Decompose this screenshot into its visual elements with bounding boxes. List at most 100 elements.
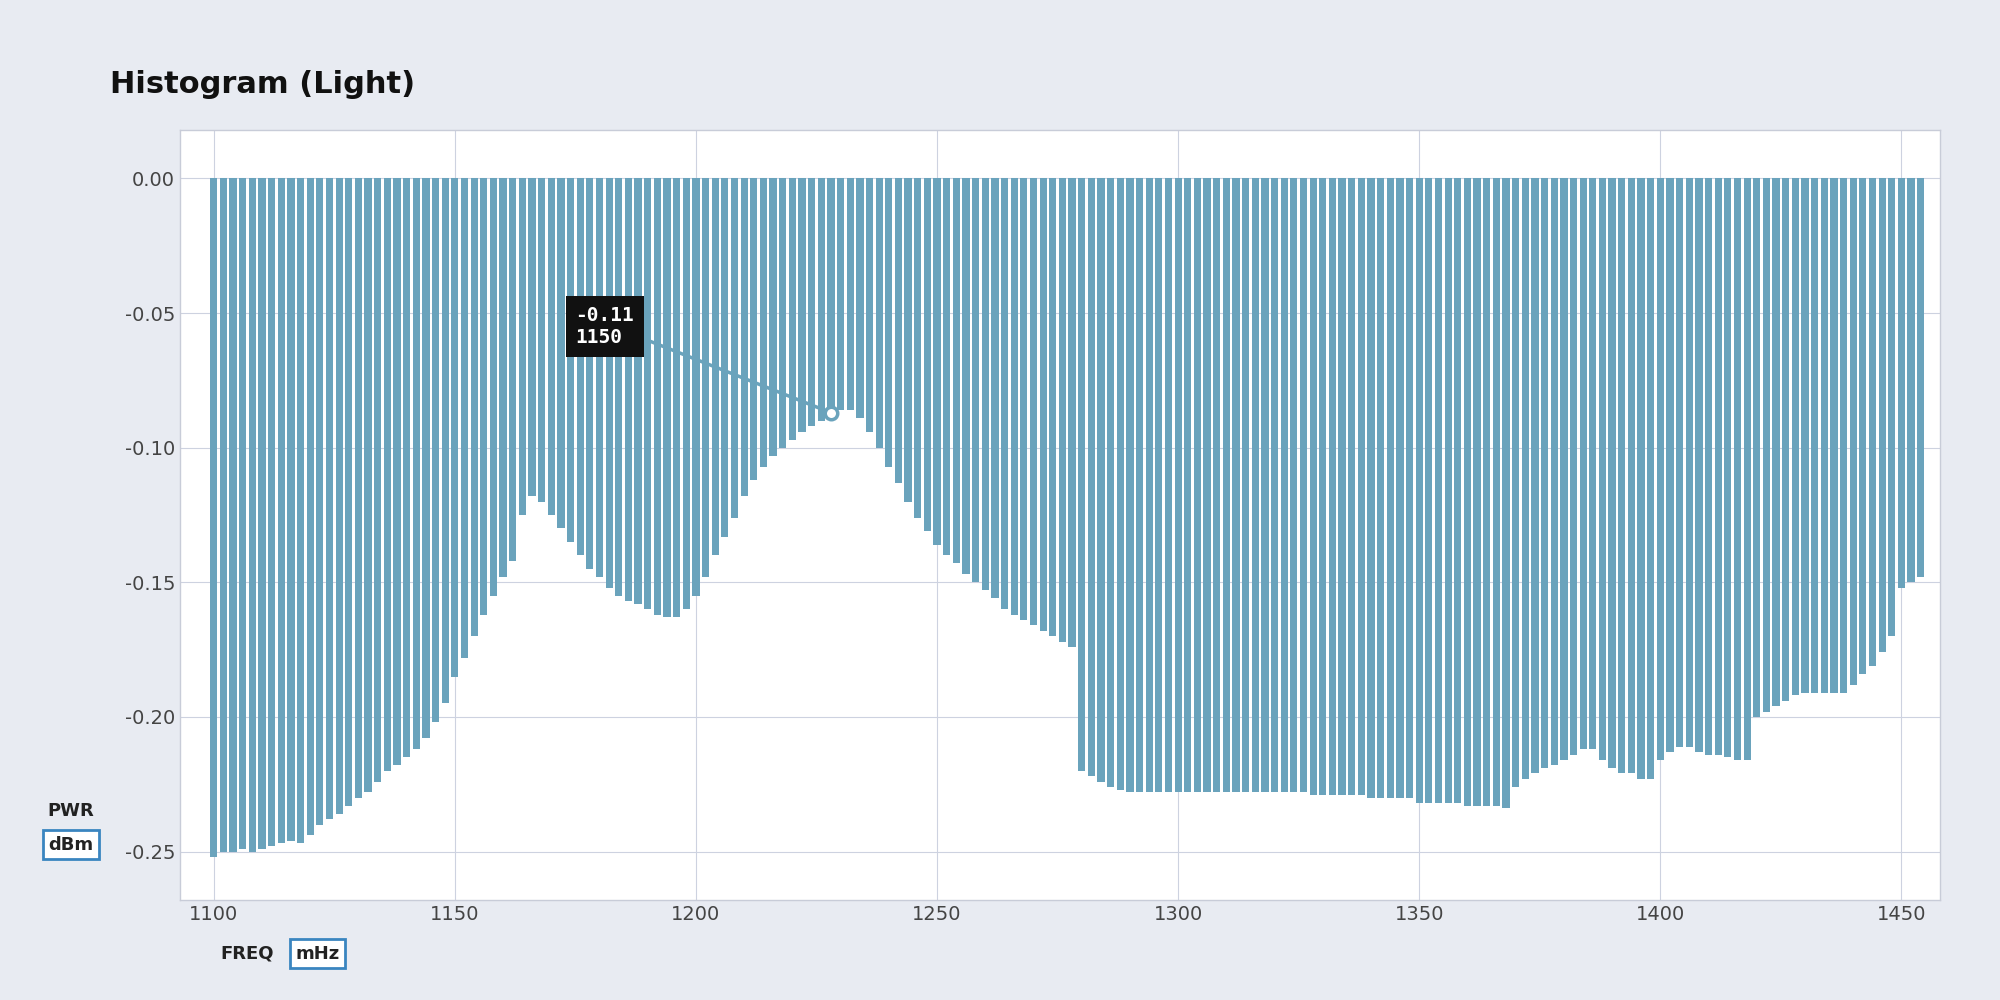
Bar	[1444, 178, 1452, 803]
Bar	[798, 178, 806, 432]
Bar	[952, 178, 960, 563]
Bar	[992, 178, 998, 598]
Bar	[634, 178, 642, 604]
Bar	[1734, 178, 1742, 760]
Bar	[422, 178, 430, 738]
Bar	[1840, 178, 1848, 693]
Text: Histogram (Light): Histogram (Light)	[110, 70, 416, 99]
Bar	[780, 178, 786, 448]
Bar	[336, 178, 342, 814]
Bar	[1878, 178, 1886, 652]
Bar	[1262, 178, 1268, 792]
Bar	[1108, 178, 1114, 787]
Bar	[470, 178, 478, 636]
Bar	[586, 178, 594, 569]
Bar	[1136, 178, 1144, 792]
Bar	[1116, 178, 1124, 790]
Bar	[230, 178, 236, 852]
Bar	[624, 178, 632, 601]
Bar	[1300, 178, 1308, 792]
Bar	[1550, 178, 1558, 765]
Bar	[1570, 178, 1578, 755]
Bar	[500, 178, 506, 577]
Bar	[558, 178, 564, 528]
Bar	[1156, 178, 1162, 792]
Bar	[866, 178, 874, 432]
Bar	[654, 178, 660, 615]
Bar	[1146, 178, 1152, 792]
Bar	[1338, 178, 1346, 795]
Bar	[1406, 178, 1414, 798]
Bar	[1242, 178, 1250, 792]
Bar	[1744, 178, 1750, 760]
Bar	[886, 178, 892, 467]
Bar	[576, 178, 584, 555]
Bar	[712, 178, 718, 555]
Bar	[452, 178, 458, 677]
Bar	[1368, 178, 1374, 798]
Bar	[460, 178, 468, 658]
Bar	[1358, 178, 1364, 795]
Bar	[1868, 178, 1876, 666]
Bar	[1328, 178, 1336, 795]
Bar	[1772, 178, 1780, 706]
Bar	[1174, 178, 1182, 792]
Bar	[836, 178, 844, 410]
Bar	[1918, 178, 1924, 577]
Bar	[644, 178, 652, 609]
Bar	[384, 178, 390, 771]
Bar	[374, 178, 382, 782]
Bar	[1820, 178, 1828, 693]
Bar	[702, 178, 710, 577]
Bar	[412, 178, 420, 749]
Bar	[1454, 178, 1462, 803]
Bar	[1222, 178, 1230, 792]
Bar	[1686, 178, 1692, 747]
Bar	[692, 178, 700, 596]
Bar	[962, 178, 970, 574]
Bar	[1434, 178, 1442, 803]
Bar	[1598, 178, 1606, 760]
Text: FREQ: FREQ	[220, 945, 274, 963]
Bar	[258, 178, 266, 849]
Bar	[1676, 178, 1684, 747]
Bar	[364, 178, 372, 792]
Bar	[1474, 178, 1480, 806]
Bar	[904, 178, 912, 502]
Bar	[1204, 178, 1210, 792]
Bar	[1310, 178, 1316, 795]
Bar	[210, 178, 218, 857]
Bar	[1058, 178, 1066, 642]
Bar	[1194, 178, 1202, 792]
Bar	[566, 178, 574, 542]
Bar	[1908, 178, 1914, 582]
Bar	[528, 178, 536, 496]
Bar	[220, 178, 228, 852]
Bar	[770, 178, 776, 456]
Bar	[664, 178, 670, 617]
Bar	[1618, 178, 1626, 773]
Bar	[674, 178, 680, 617]
Bar	[1860, 178, 1866, 674]
Bar	[1426, 178, 1432, 803]
Bar	[1126, 178, 1134, 792]
Bar	[828, 178, 834, 413]
Bar	[1850, 178, 1856, 685]
Bar	[982, 178, 988, 590]
Bar	[326, 178, 334, 819]
Bar	[788, 178, 796, 440]
Bar	[1320, 178, 1326, 795]
Bar	[760, 178, 768, 467]
Bar	[1348, 178, 1356, 795]
Bar	[606, 178, 612, 588]
Bar	[1416, 178, 1422, 803]
Bar	[510, 178, 516, 561]
Bar	[1030, 178, 1038, 625]
Bar	[1010, 178, 1018, 615]
Bar	[316, 178, 324, 825]
Bar	[1464, 178, 1472, 806]
Bar	[404, 178, 410, 757]
Bar	[972, 178, 980, 582]
Bar	[1290, 178, 1298, 792]
Bar	[1280, 178, 1288, 792]
